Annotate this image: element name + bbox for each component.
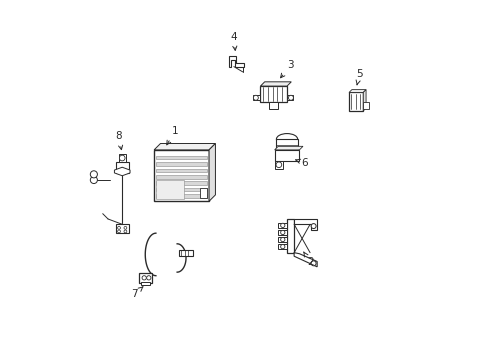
Polygon shape (209, 144, 215, 201)
Circle shape (288, 95, 293, 100)
Bar (156, 181, 207, 185)
Polygon shape (260, 82, 291, 86)
Bar (200, 188, 207, 198)
Bar (278, 244, 286, 249)
Circle shape (118, 226, 120, 229)
Polygon shape (363, 90, 366, 111)
Text: 6: 6 (295, 158, 307, 168)
Polygon shape (293, 219, 317, 230)
Polygon shape (293, 253, 317, 267)
Circle shape (90, 171, 97, 178)
Bar (156, 175, 207, 179)
Circle shape (124, 230, 126, 233)
Bar (269, 102, 278, 109)
Bar (278, 237, 286, 242)
Circle shape (310, 261, 315, 266)
Bar (156, 188, 207, 192)
Circle shape (90, 176, 97, 184)
Polygon shape (154, 144, 215, 150)
Circle shape (276, 162, 281, 168)
Bar (252, 95, 260, 100)
Bar (116, 224, 128, 233)
Circle shape (310, 224, 315, 229)
Bar (278, 223, 286, 228)
Polygon shape (348, 90, 366, 93)
Text: 1: 1 (166, 126, 178, 145)
Circle shape (119, 155, 125, 161)
Circle shape (146, 276, 151, 280)
Circle shape (124, 226, 126, 229)
Text: 3: 3 (280, 60, 293, 78)
Circle shape (280, 230, 285, 235)
Text: 7: 7 (131, 287, 142, 299)
Circle shape (280, 244, 285, 249)
Polygon shape (114, 167, 130, 176)
Bar (363, 102, 368, 109)
Bar (156, 194, 207, 198)
Bar (179, 250, 193, 256)
Circle shape (118, 230, 120, 233)
Bar (286, 219, 293, 253)
Bar (139, 273, 151, 283)
Polygon shape (228, 56, 244, 67)
Bar (278, 230, 286, 235)
Bar (286, 95, 293, 100)
Bar (119, 154, 125, 162)
Bar (156, 180, 184, 199)
Circle shape (280, 223, 285, 228)
Text: 2: 2 (303, 252, 313, 267)
Bar (274, 150, 299, 161)
Bar (276, 139, 297, 150)
Bar (116, 162, 128, 173)
Text: 8: 8 (115, 131, 122, 150)
Bar (156, 156, 207, 159)
Circle shape (253, 95, 258, 100)
Bar (274, 161, 283, 169)
Bar (156, 168, 207, 172)
Bar (348, 93, 363, 111)
Text: 5: 5 (355, 69, 362, 85)
Ellipse shape (276, 134, 297, 145)
Bar (156, 162, 207, 166)
Circle shape (280, 238, 285, 242)
Text: 4: 4 (230, 32, 237, 50)
Polygon shape (274, 146, 303, 150)
Bar (141, 282, 149, 284)
Bar (154, 150, 209, 201)
Bar (260, 86, 286, 102)
Circle shape (142, 276, 146, 280)
